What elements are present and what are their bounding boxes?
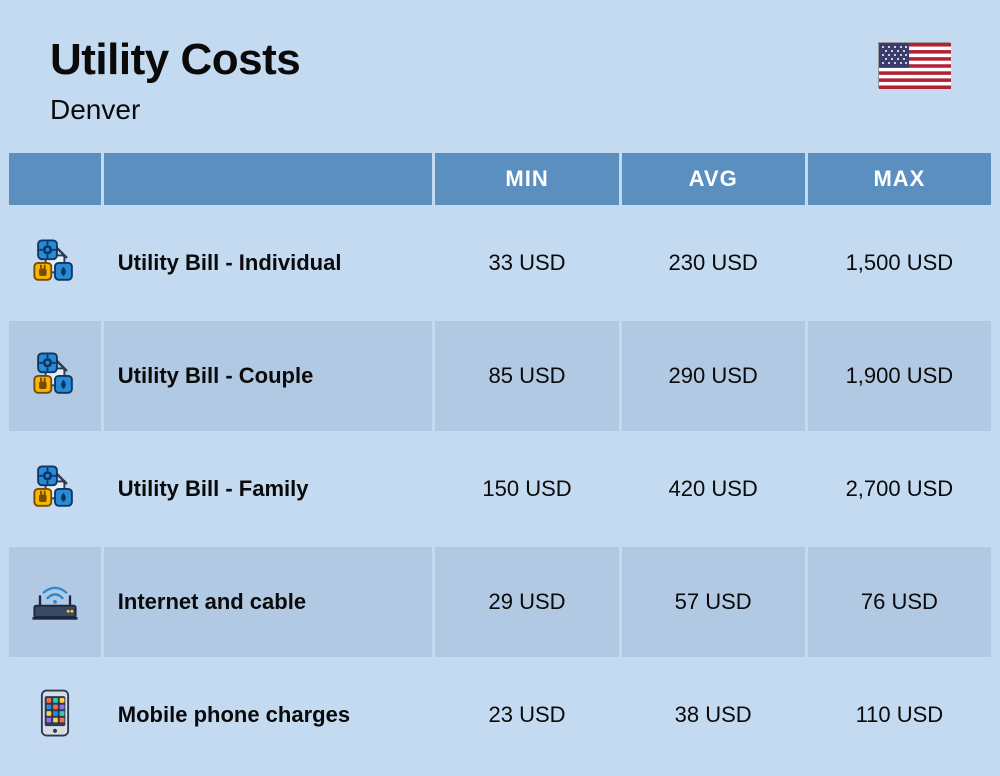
utility-icon bbox=[25, 231, 85, 291]
row-icon-cell bbox=[9, 208, 101, 318]
row-max-value: 1,900 USD bbox=[808, 321, 991, 431]
table-row: Mobile phone charges23 USD38 USD110 USD bbox=[9, 660, 991, 770]
row-max-value: 2,700 USD bbox=[808, 434, 991, 544]
header-text-block: Utility Costs Denver bbox=[50, 36, 300, 126]
router-icon bbox=[25, 570, 85, 630]
table-header-avg: AVG bbox=[622, 153, 805, 205]
table-row: Utility Bill - Family150 USD420 USD2,700… bbox=[9, 434, 991, 544]
row-avg-value: 57 USD bbox=[622, 547, 805, 657]
row-min-value: 23 USD bbox=[435, 660, 618, 770]
phone-icon bbox=[25, 683, 85, 743]
row-avg-value: 290 USD bbox=[622, 321, 805, 431]
page-subtitle: Denver bbox=[50, 94, 300, 126]
row-min-value: 150 USD bbox=[435, 434, 618, 544]
table-row: Internet and cable29 USD57 USD76 USD bbox=[9, 547, 991, 657]
row-name: Internet and cable bbox=[104, 547, 433, 657]
costs-table: MIN AVG MAX Utility Bill - Individual33 … bbox=[0, 150, 1000, 773]
row-icon-cell bbox=[9, 434, 101, 544]
utility-icon bbox=[25, 457, 85, 517]
table-header-max: MAX bbox=[808, 153, 991, 205]
page-title: Utility Costs bbox=[50, 36, 300, 84]
table-header-min: MIN bbox=[435, 153, 618, 205]
page-root: Utility Costs Denver bbox=[0, 0, 1000, 776]
table-header-blank-name bbox=[104, 153, 433, 205]
row-icon-cell bbox=[9, 547, 101, 657]
row-icon-cell bbox=[9, 321, 101, 431]
row-min-value: 85 USD bbox=[435, 321, 618, 431]
row-max-value: 76 USD bbox=[808, 547, 991, 657]
row-avg-value: 230 USD bbox=[622, 208, 805, 318]
flag-icon bbox=[878, 42, 950, 88]
utility-icon bbox=[25, 344, 85, 404]
table-row: Utility Bill - Individual33 USD230 USD1,… bbox=[9, 208, 991, 318]
row-name: Mobile phone charges bbox=[104, 660, 433, 770]
row-min-value: 29 USD bbox=[435, 547, 618, 657]
page-header: Utility Costs Denver bbox=[0, 0, 1000, 150]
row-icon-cell bbox=[9, 660, 101, 770]
row-name: Utility Bill - Couple bbox=[104, 321, 433, 431]
row-name: Utility Bill - Family bbox=[104, 434, 433, 544]
row-min-value: 33 USD bbox=[435, 208, 618, 318]
table-head: MIN AVG MAX bbox=[9, 153, 991, 205]
table-row: Utility Bill - Couple85 USD290 USD1,900 … bbox=[9, 321, 991, 431]
table-body: Utility Bill - Individual33 USD230 USD1,… bbox=[9, 208, 991, 770]
row-max-value: 110 USD bbox=[808, 660, 991, 770]
row-avg-value: 420 USD bbox=[622, 434, 805, 544]
row-avg-value: 38 USD bbox=[622, 660, 805, 770]
row-name: Utility Bill - Individual bbox=[104, 208, 433, 318]
table-header-blank-icon bbox=[9, 153, 101, 205]
row-max-value: 1,500 USD bbox=[808, 208, 991, 318]
